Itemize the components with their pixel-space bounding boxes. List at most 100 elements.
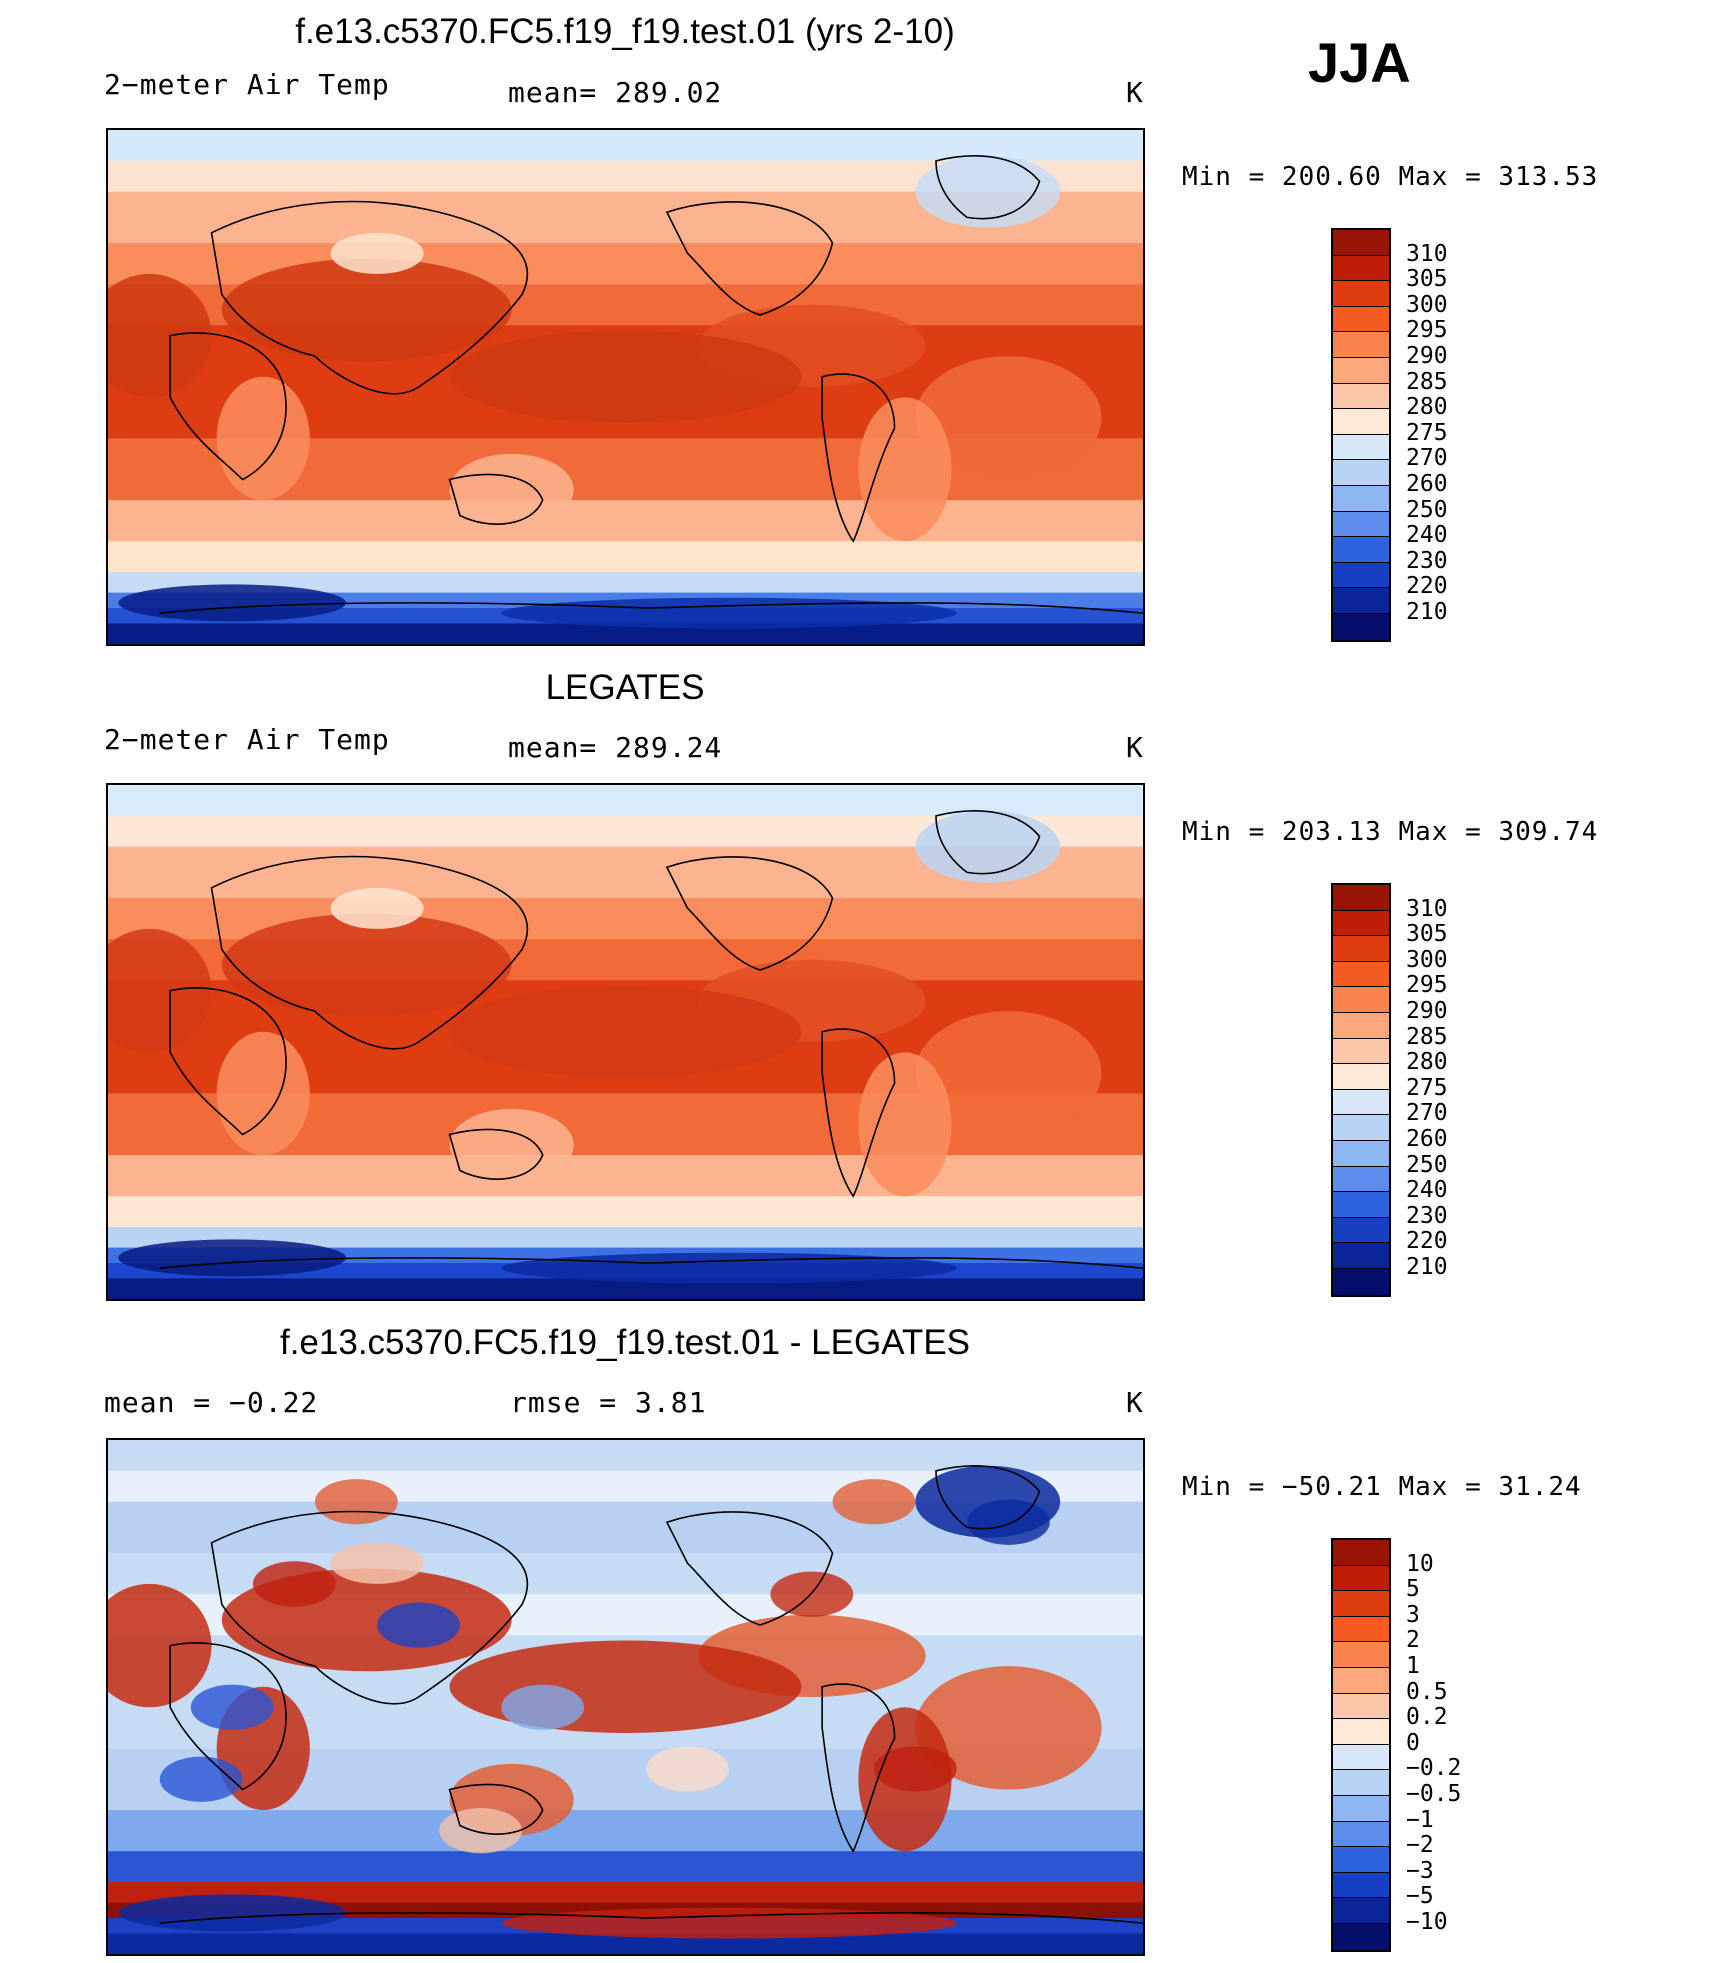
map-anomaly-patch: [377, 1602, 460, 1648]
season-label: JJA: [1308, 31, 1411, 94]
colorbar-tick-label: −10: [1406, 1909, 1448, 1935]
colorbar-swatch: [1333, 1923, 1389, 1950]
map-latitude-band: [108, 1196, 1143, 1229]
legates-map: [106, 783, 1145, 1301]
colorbar-swatch: [1333, 910, 1389, 937]
map-anomaly-patch: [252, 1561, 336, 1607]
map-latitude-band: [108, 623, 1143, 644]
colorbar-swatch: [1333, 383, 1389, 410]
map-latitude-band: [108, 1155, 1143, 1198]
colorbar-tick-label: 280: [1406, 394, 1448, 421]
colorbar-swatch: [1333, 1217, 1389, 1244]
map-field-blob: [858, 397, 952, 542]
colorbar-swatch: [1333, 885, 1389, 911]
map-field-blob: [118, 1239, 347, 1277]
colorbar-swatch: [1333, 1089, 1389, 1116]
map-anomaly-patch: [832, 1479, 916, 1525]
colorbar-swatch: [1333, 1565, 1389, 1592]
coastline: [936, 1466, 1040, 1529]
colorbar-swatch: [1333, 936, 1389, 962]
coastline: [170, 333, 286, 480]
coastline: [212, 857, 528, 1049]
coastline: [450, 475, 543, 525]
colorbar-swatch: [1333, 1616, 1389, 1643]
colorbar-swatch: [1333, 1012, 1389, 1039]
colorbar-swatch: [1333, 987, 1389, 1013]
map-latitude-band: [108, 1851, 1143, 1884]
colorbar-swatch: [1333, 613, 1389, 640]
colorbar-tick-label: 295: [1406, 972, 1448, 999]
colorbar-swatch: [1333, 1847, 1389, 1873]
colorbar-swatch: [1333, 1166, 1389, 1193]
coastline: [822, 1029, 894, 1196]
map-canvas: [108, 130, 1143, 644]
colorbar-swatch: [1333, 332, 1389, 358]
colorbar-tick-label: 220: [1406, 1228, 1448, 1255]
map-canvas: [108, 785, 1143, 1299]
coastline: [667, 857, 833, 970]
map-field-blob: [330, 1542, 424, 1584]
map-field-blob: [449, 1640, 802, 1733]
map-field-blob: [501, 1252, 957, 1284]
map-field-blob: [449, 1108, 574, 1181]
map-latitude-band: [108, 541, 1143, 574]
map-field-blob: [118, 584, 347, 622]
colorbar-swatch: [1333, 1642, 1389, 1668]
map-canvas: [108, 1440, 1143, 1954]
colorbar-tick-label: 250: [1406, 1151, 1448, 1178]
colorbar-swatch: [1333, 1719, 1389, 1745]
coastline: [822, 1684, 894, 1851]
colorbar-swatch: [1333, 1268, 1389, 1295]
panel-2-title: LEGATES: [545, 668, 705, 707]
colorbar-tick-label: 250: [1406, 496, 1448, 523]
colorbar-tick-label: 3: [1406, 1601, 1420, 1628]
colorbar-swatch: [1333, 1898, 1389, 1924]
map-latitude-band: [108, 1278, 1143, 1299]
panel-3-rmse-label: rmse = 3.81: [510, 1386, 707, 1419]
map-anomaly-patch: [646, 1746, 729, 1792]
map-field-blob: [330, 232, 424, 274]
map-anomaly-patch: [439, 1808, 522, 1854]
colorbar-tick-label: 295: [1406, 317, 1448, 344]
coastline: [936, 811, 1040, 874]
colorbar-swatch: [1333, 1243, 1389, 1269]
colorbar-tick-label: 0: [1406, 1729, 1420, 1756]
coastline: [170, 988, 286, 1135]
colorbar-swatch: [1333, 281, 1389, 307]
colorbar-swatch: [1333, 434, 1389, 461]
map-anomaly-patch: [873, 1746, 957, 1792]
colorbar-tick-label: 310: [1406, 240, 1448, 267]
colorbar-tick-label: 290: [1406, 998, 1448, 1024]
map-field-blob: [449, 453, 574, 526]
colorbar-swatch: [1333, 1591, 1389, 1617]
coastline: [160, 1913, 1143, 1923]
colorbar-swatch: [1333, 588, 1389, 614]
colorbar-swatch: [1333, 306, 1389, 333]
map-latitude-band: [108, 1933, 1143, 1954]
map-anomaly-patch: [967, 1499, 1050, 1545]
panel-1-minmax: Min = 200.60 Max = 313.53: [1182, 162, 1599, 192]
colorbar-tick-label: 10: [1406, 1550, 1434, 1577]
map-latitude-band: [108, 1810, 1143, 1853]
map-anomaly-patch: [190, 1684, 274, 1730]
map-field-blob: [449, 985, 802, 1078]
map-field-blob: [501, 597, 957, 629]
colorbar-tick-label: 300: [1406, 291, 1448, 318]
colorbar-tick-label: 275: [1406, 1074, 1448, 1101]
colorbar-swatch: [1333, 1038, 1389, 1065]
colorbar-swatch: [1333, 1192, 1389, 1218]
panel-2-variable-label: 2−meter Air Temp: [104, 723, 390, 756]
colorbar-tick-label: 260: [1406, 471, 1448, 497]
panel-3-mean-label: mean = −0.22: [104, 1386, 319, 1419]
colorbar-tick-label: 270: [1406, 1100, 1448, 1127]
panel-2-minmax: Min = 203.13 Max = 309.74: [1182, 817, 1599, 847]
coastline: [667, 202, 833, 315]
colorbar-tick-label: 0.5: [1406, 1678, 1448, 1705]
colorbar-swatch: [1333, 537, 1389, 563]
colorbar-swatch: [1333, 562, 1389, 589]
colorbar-tick-label: 2: [1406, 1627, 1420, 1654]
panel-3-minmax: Min = −50.21 Max = 31.24: [1182, 1472, 1582, 1502]
map-field-blob: [915, 356, 1102, 480]
map-field-blob: [330, 887, 424, 929]
map-field-blob: [915, 1011, 1102, 1135]
